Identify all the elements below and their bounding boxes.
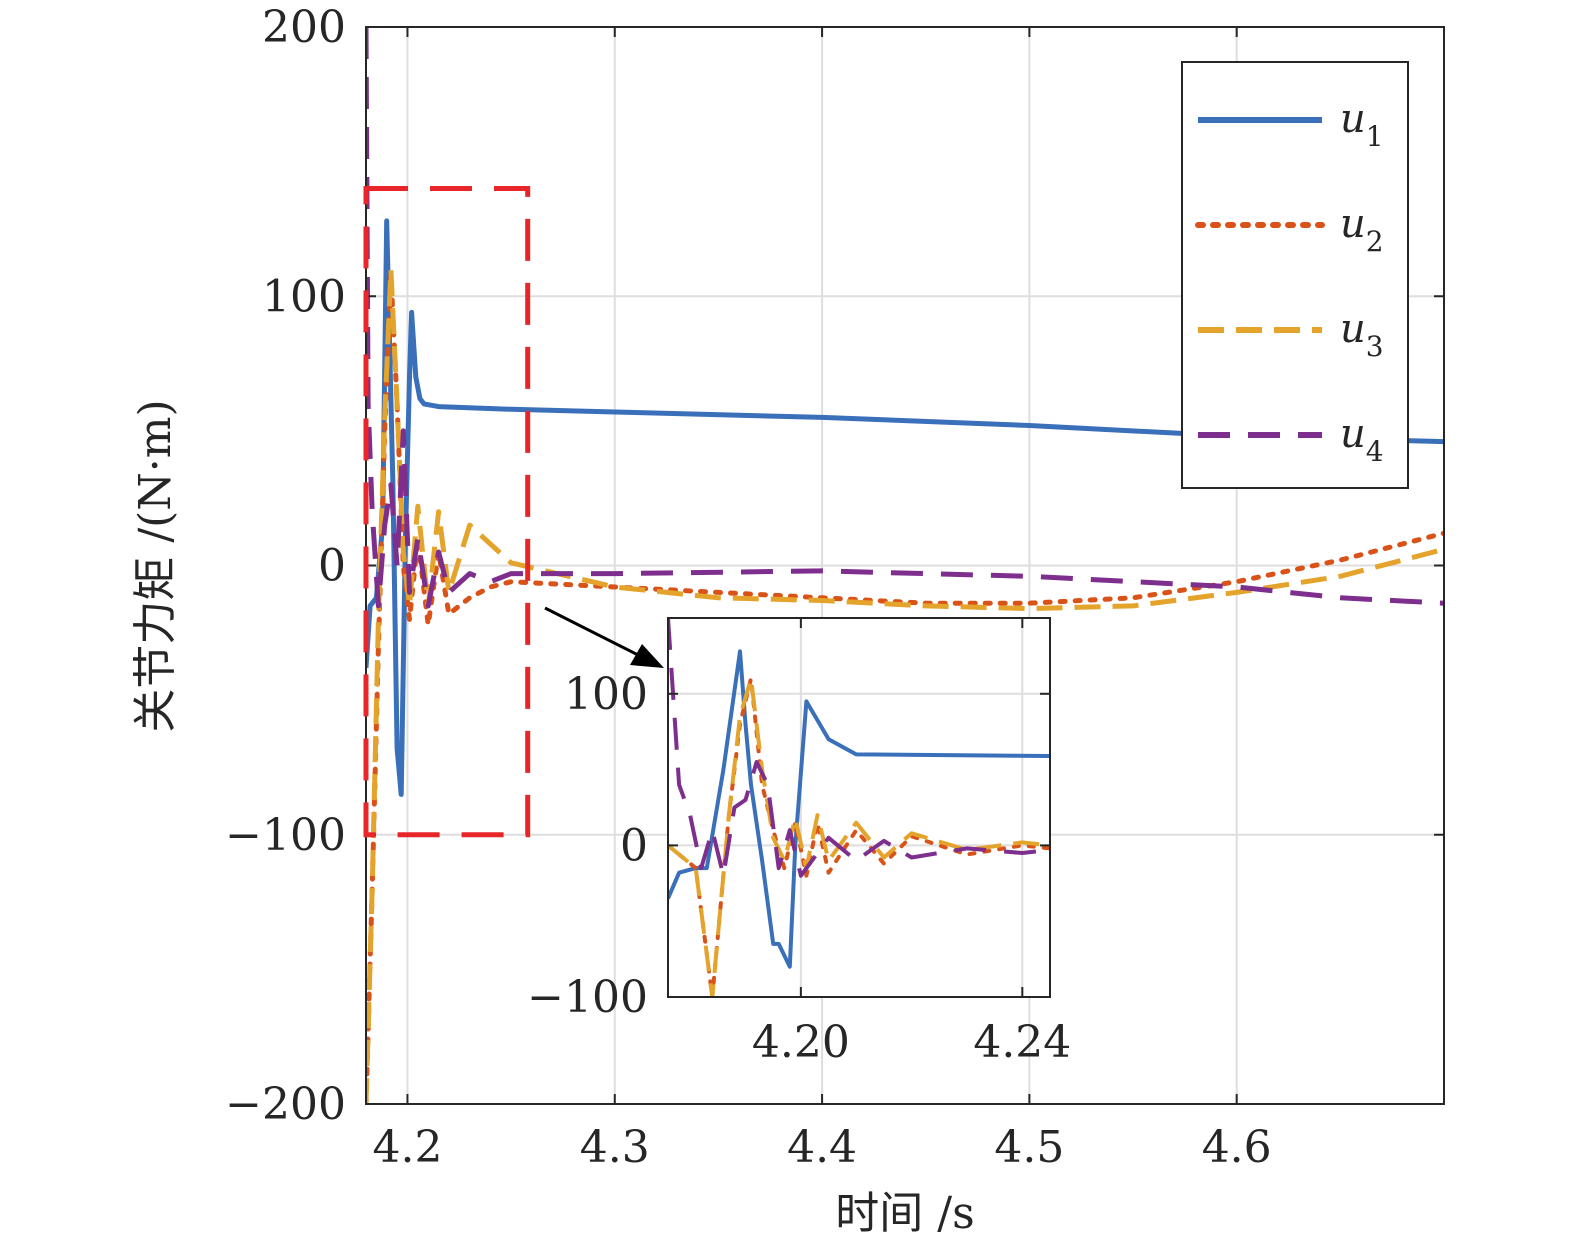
x-tick-label: 4.4 <box>787 1122 857 1173</box>
inset-axes-frame <box>667 617 1051 998</box>
x-tick-label: 4.3 <box>580 1122 650 1173</box>
legend-label-u2: u2 <box>1340 201 1384 258</box>
y-tick-label: 100 <box>262 271 346 322</box>
inset-background <box>668 618 1050 997</box>
series-line-u4 <box>366 27 1444 609</box>
y-tick-label: 200 <box>262 2 346 53</box>
y-tick-label: 0 <box>318 541 346 592</box>
y-tick-label: −100 <box>225 810 346 861</box>
x-tick-label: 4.6 <box>1202 1122 1272 1173</box>
series-line-u4 <box>668 618 1050 878</box>
highlight-rect <box>363 186 531 838</box>
y-tick-label: −200 <box>225 1079 346 1130</box>
inset-series <box>668 618 1050 997</box>
y-tick-label: −100 <box>527 972 648 1023</box>
x-tick-label: 4.24 <box>973 1017 1071 1068</box>
main-ticks: 4.2 4.3 4.4 4.5 4.6 −200 −100 0 100 200 <box>225 2 1444 1173</box>
legend-box <box>1181 61 1409 489</box>
legend: u1 u2 u3 u4 <box>1181 61 1409 489</box>
inset: 4.20 4.24 −100 0 100 <box>527 617 1071 1068</box>
legend-label-u1: u1 <box>1340 96 1384 153</box>
legend-label-u3: u3 <box>1340 306 1384 363</box>
legend-label-u4: u4 <box>1340 411 1384 468</box>
series-line-u3 <box>668 676 1050 997</box>
x-tick-label: 4.20 <box>752 1017 850 1068</box>
highlight-box <box>363 186 531 838</box>
y-tick-label: 100 <box>564 669 648 720</box>
y-axis-title: 关节力矩 /(N·m) <box>130 399 181 732</box>
x-tick-label: 4.2 <box>372 1122 442 1173</box>
x-axis-title: 时间 /s <box>835 1188 974 1239</box>
x-tick-label: 4.5 <box>994 1122 1064 1173</box>
main-series <box>366 27 1444 1104</box>
zoom-arrowhead-icon <box>630 644 664 668</box>
inset-ticks: 4.20 4.24 −100 0 100 <box>527 618 1071 1068</box>
zoom-arrow <box>544 606 641 658</box>
y-tick-label: 0 <box>620 820 648 871</box>
series-line-u3 <box>366 266 1444 1104</box>
